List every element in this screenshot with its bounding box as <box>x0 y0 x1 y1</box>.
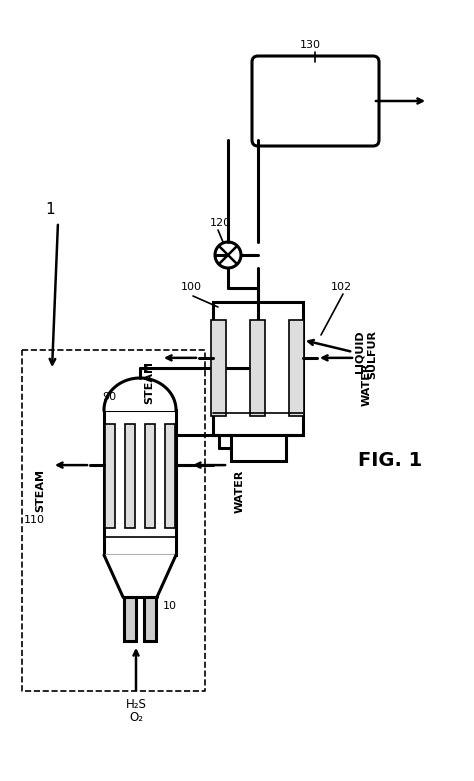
Text: FIG. 1: FIG. 1 <box>358 451 422 469</box>
Text: 120: 120 <box>210 218 231 228</box>
Bar <box>211 320 227 415</box>
Text: STEAM: STEAM <box>35 469 45 512</box>
Bar <box>125 424 135 529</box>
Text: WATER: WATER <box>362 363 372 406</box>
Text: H₂S: H₂S <box>126 698 146 711</box>
Bar <box>290 320 304 415</box>
Bar <box>250 320 265 415</box>
Text: 90: 90 <box>102 392 116 402</box>
Bar <box>105 424 115 529</box>
Bar <box>165 424 175 529</box>
Bar <box>124 597 136 641</box>
Text: STEAM: STEAM <box>144 362 154 405</box>
Text: 10: 10 <box>163 601 177 611</box>
Bar <box>231 435 286 461</box>
Text: WATER: WATER <box>235 470 245 513</box>
Text: 110: 110 <box>24 515 45 525</box>
Bar <box>104 410 176 555</box>
Polygon shape <box>104 555 176 597</box>
Text: O₂: O₂ <box>129 711 143 724</box>
Text: 130: 130 <box>300 40 320 50</box>
Bar <box>145 424 155 529</box>
Text: LIQUID: LIQUID <box>355 330 365 373</box>
Bar <box>144 597 156 641</box>
Text: 100: 100 <box>181 282 202 292</box>
FancyBboxPatch shape <box>252 56 379 146</box>
Text: SULFUR: SULFUR <box>367 330 377 379</box>
Bar <box>213 302 303 435</box>
Text: 1: 1 <box>45 202 55 217</box>
Text: 102: 102 <box>331 282 352 292</box>
Polygon shape <box>104 378 176 410</box>
